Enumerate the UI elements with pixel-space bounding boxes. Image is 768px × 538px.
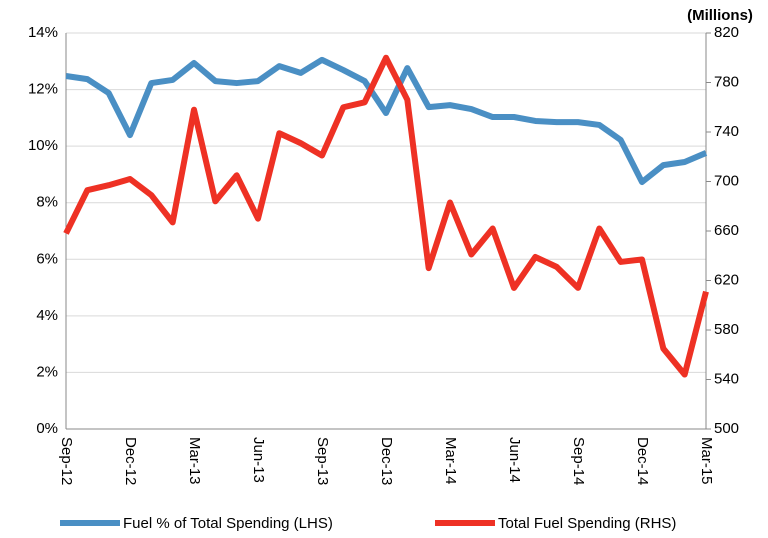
- x-tick-label: Mar-14: [442, 437, 459, 485]
- y-tick-label: 8%: [36, 194, 58, 211]
- y-tick-label: 0%: [36, 420, 58, 437]
- x-tick-label: Dec-14: [634, 437, 651, 485]
- y-tick-label: 10%: [28, 137, 58, 154]
- y-tick-label: 6%: [36, 250, 58, 267]
- y2-tick-label: 780: [714, 73, 739, 90]
- series-line: [65, 56, 708, 186]
- x-tick-label: Sep-13: [314, 437, 331, 485]
- y2-tick-label: 660: [714, 222, 739, 239]
- y2-tick-label: 620: [714, 271, 739, 288]
- x-tick-label: Sep-12: [58, 437, 75, 485]
- series-line: [63, 54, 709, 378]
- x-tick-label: Jun-13: [250, 437, 267, 483]
- legend-label: Fuel % of Total Spending (LHS): [123, 515, 333, 532]
- y2-axis-label: (Millions): [687, 7, 753, 24]
- y-tick-label: 12%: [28, 81, 58, 98]
- x-tick-label: Mar-13: [186, 437, 203, 485]
- y2-tick-label: 740: [714, 123, 739, 140]
- y-tick-label: 14%: [28, 24, 58, 41]
- x-tick-label: Jun-14: [506, 437, 523, 483]
- y2-tick-label: 700: [714, 172, 739, 189]
- y-tick-label: 4%: [36, 307, 58, 324]
- y2-tick-label: 580: [714, 321, 739, 338]
- y2-tick-label: 540: [714, 370, 739, 387]
- x-tick-label: Sep-14: [570, 437, 587, 485]
- x-tick-label: Dec-13: [378, 437, 395, 485]
- y2-tick-label: 500: [714, 420, 739, 437]
- legend-label: Total Fuel Spending (RHS): [498, 515, 676, 532]
- y2-tick-label: 820: [714, 24, 739, 41]
- y-tick-label: 2%: [36, 363, 58, 380]
- x-tick-label: Dec-12: [122, 437, 139, 485]
- x-tick-label: Mar-15: [698, 437, 715, 485]
